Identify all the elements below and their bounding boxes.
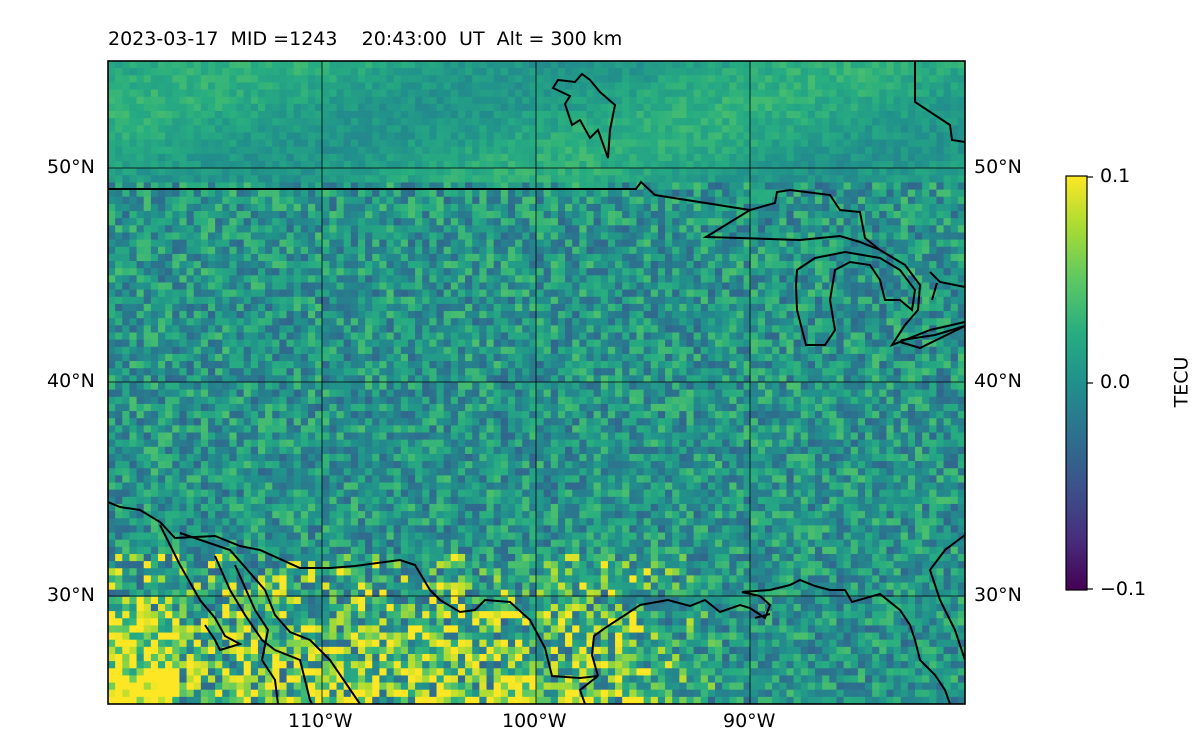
colorbar-tick-zero: 0.0 bbox=[1100, 371, 1131, 393]
colorbar-tick-max: 0.1 bbox=[1100, 165, 1131, 187]
northeast-border bbox=[914, 61, 965, 143]
lon-label-100: 100°W bbox=[502, 710, 567, 732]
colorbar-label: TECU bbox=[1170, 356, 1193, 408]
baja-coast bbox=[159, 524, 243, 652]
us-canada-border bbox=[108, 180, 751, 211]
lat-label-40-left: 40°N bbox=[47, 370, 95, 392]
map-frame bbox=[107, 60, 966, 705]
great-lakes-coast bbox=[702, 188, 881, 251]
mexico-east-coast bbox=[578, 675, 599, 704]
lat-label-50-left: 50°N bbox=[47, 156, 95, 178]
lake-huron-coast bbox=[879, 249, 965, 348]
lat-label-40-right: 40°N bbox=[974, 370, 1022, 392]
lon-label-110: 110°W bbox=[288, 710, 353, 732]
lake-erie-coast bbox=[898, 325, 965, 350]
gulf-islands bbox=[754, 613, 771, 619]
florida-atlantic-coast bbox=[928, 534, 965, 661]
lat-label-30-right: 30°N bbox=[974, 584, 1022, 606]
title-altitude: Alt = 300 km bbox=[496, 28, 623, 50]
lat-label-50-right: 50°N bbox=[974, 156, 1022, 178]
colorbar-ticks bbox=[1087, 176, 1093, 590]
lon-label-90: 90°W bbox=[723, 710, 776, 732]
lake-michigan-coast bbox=[794, 250, 917, 346]
title-date: 2023-03-17 bbox=[108, 28, 219, 50]
map-title: 2023-03-17 MID =1243 20:43:00 UT Alt = 3… bbox=[108, 28, 622, 50]
mexico-coast-west bbox=[214, 555, 313, 704]
tec-heatmap bbox=[108, 61, 965, 704]
hudson-bay-coast bbox=[551, 72, 617, 159]
gulf-coast-east bbox=[741, 578, 951, 704]
gridlines bbox=[108, 61, 965, 704]
colorbar bbox=[1065, 175, 1088, 591]
title-mid: MID =1243 bbox=[230, 28, 338, 50]
title-time: 20:43:00 UT bbox=[361, 28, 485, 50]
us-mexico-border bbox=[108, 501, 599, 680]
coastlines-and-borders bbox=[108, 61, 965, 704]
ontario-coast bbox=[929, 271, 965, 301]
mexico-coast-2 bbox=[179, 532, 361, 704]
lat-label-30-left: 30°N bbox=[47, 584, 95, 606]
mexico-inland bbox=[234, 564, 279, 704]
gulf-coast-texas bbox=[590, 591, 772, 677]
colorbar-tick-min: −0.1 bbox=[1100, 578, 1147, 600]
